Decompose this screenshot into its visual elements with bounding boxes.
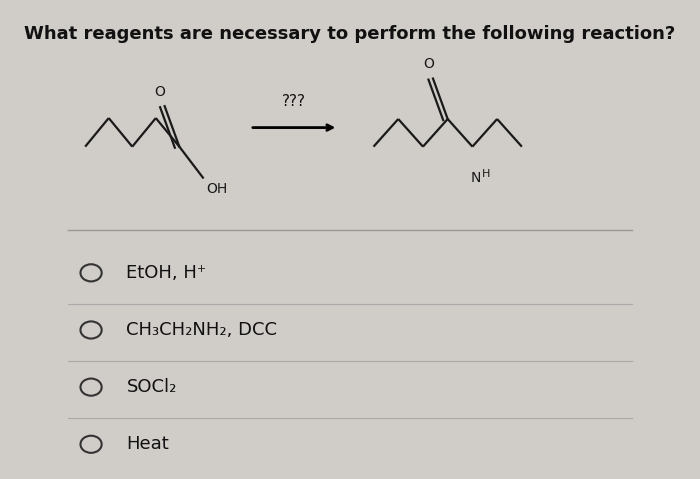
Text: CH₃CH₂NH₂, DCC: CH₃CH₂NH₂, DCC <box>127 321 277 339</box>
Text: H: H <box>482 170 491 180</box>
Text: OH: OH <box>206 182 227 196</box>
Text: O: O <box>155 85 165 99</box>
Text: What reagents are necessary to perform the following reaction?: What reagents are necessary to perform t… <box>25 25 676 43</box>
Text: Heat: Heat <box>127 435 169 453</box>
Text: O: O <box>423 57 434 71</box>
Text: SOCl₂: SOCl₂ <box>127 378 177 396</box>
Text: ???: ??? <box>282 93 306 109</box>
Text: N: N <box>470 171 481 185</box>
Text: EtOH, H⁺: EtOH, H⁺ <box>127 264 206 282</box>
